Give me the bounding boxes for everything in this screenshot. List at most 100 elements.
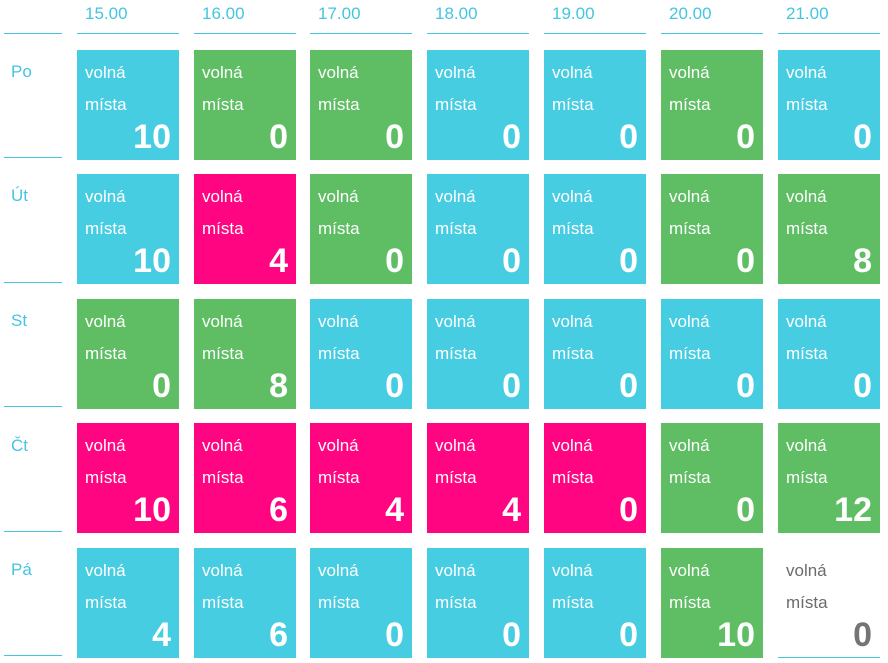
free-seats-count: 10 — [133, 118, 171, 156]
free-seats-count: 8 — [269, 367, 288, 405]
slot-label-line2: místa — [435, 593, 477, 612]
slot-label-line2: místa — [318, 468, 360, 487]
day-label: Pá — [11, 560, 32, 579]
time-slot-cell[interactable]: volná místa 0 — [661, 174, 763, 284]
slot-label-line1: volná — [552, 63, 593, 82]
time-slot-cell[interactable]: volná místa 0 — [661, 50, 763, 160]
slot-label-line2: místa — [202, 344, 244, 363]
free-seats-count: 0 — [736, 491, 755, 529]
slot-label-line2: místa — [786, 344, 828, 363]
slot-label-line2: místa — [669, 593, 711, 612]
time-header-underline — [544, 33, 646, 34]
slot-label-line2: místa — [202, 593, 244, 612]
day-row-divider — [4, 406, 62, 407]
slot-label-line1: volná — [786, 63, 827, 82]
slot-label-line2: místa — [202, 468, 244, 487]
time-slot-cell[interactable]: volná místa 10 — [661, 548, 763, 658]
time-slot-cell[interactable]: volná místa 0 — [310, 548, 412, 658]
free-seats-count: 0 — [619, 491, 638, 529]
free-seats-count: 0 — [853, 616, 872, 654]
slot-label-line2: místa — [786, 219, 828, 238]
free-seats-count: 0 — [502, 616, 521, 654]
time-slot-cell[interactable]: volná místa 0 — [427, 50, 529, 160]
time-slot-cell[interactable]: volná místa 4 — [77, 548, 179, 658]
slot-label-line1: volná — [318, 312, 359, 331]
slot-label-line2: místa — [669, 95, 711, 114]
slot-label-line1: volná — [669, 187, 710, 206]
slot-label-line1: volná — [318, 63, 359, 82]
slot-label-line2: místa — [786, 468, 828, 487]
free-seats-count: 0 — [619, 367, 638, 405]
slot-label-line1: volná — [552, 436, 593, 455]
time-header-underline — [427, 33, 529, 34]
time-slot-cell[interactable]: volná místa 8 — [194, 299, 296, 409]
time-slot-cell[interactable]: volná místa 6 — [194, 423, 296, 533]
time-header: 15.00 — [85, 4, 128, 23]
time-slot-cell[interactable]: volná místa 0 — [427, 548, 529, 658]
free-seats-count: 0 — [385, 242, 404, 280]
day-label: Čt — [11, 436, 28, 455]
slot-label-line2: místa — [85, 468, 127, 487]
time-slot-cell[interactable]: volná místa 10 — [77, 174, 179, 284]
time-slot-cell[interactable]: volná místa 0 — [194, 50, 296, 160]
slot-label-line1: volná — [85, 63, 126, 82]
time-slot-cell[interactable]: volná místa 8 — [778, 174, 880, 284]
time-slot-cell[interactable]: volná místa 6 — [194, 548, 296, 658]
time-slot-cell[interactable]: volná místa 10 — [77, 423, 179, 533]
slot-label-line1: volná — [435, 63, 476, 82]
slot-label-line1: volná — [552, 187, 593, 206]
time-slot-cell[interactable]: volná místa 0 — [427, 174, 529, 284]
slot-label-line1: volná — [202, 436, 243, 455]
slot-label-line2: místa — [318, 95, 360, 114]
slot-label-line1: volná — [786, 436, 827, 455]
free-seats-count: 6 — [269, 616, 288, 654]
slot-label-line2: místa — [552, 593, 594, 612]
slot-label-line2: místa — [318, 344, 360, 363]
slot-label-line2: místa — [85, 344, 127, 363]
free-seats-count: 0 — [853, 367, 872, 405]
time-slot-cell[interactable]: volná místa 0 — [778, 50, 880, 160]
time-slot-cell[interactable]: volná místa 0 — [661, 423, 763, 533]
time-slot-cell[interactable]: volná místa 4 — [310, 423, 412, 533]
time-slot-cell[interactable]: volná místa 0 — [310, 299, 412, 409]
time-slot-cell[interactable]: volná místa 4 — [194, 174, 296, 284]
time-slot-cell[interactable]: volná místa 4 — [427, 423, 529, 533]
slot-label-line1: volná — [202, 63, 243, 82]
time-slot-cell[interactable]: volná místa 0 — [310, 174, 412, 284]
free-seats-count: 8 — [853, 242, 872, 280]
slot-label-line2: místa — [85, 219, 127, 238]
slot-label-line2: místa — [786, 593, 828, 612]
slot-label-line2: místa — [669, 468, 711, 487]
free-seats-count: 0 — [736, 118, 755, 156]
slot-label-line2: místa — [552, 468, 594, 487]
slot-label-line1: volná — [435, 561, 476, 580]
time-slot-cell[interactable]: volná místa 0 — [544, 50, 646, 160]
slot-label-line1: volná — [85, 187, 126, 206]
time-slot-cell[interactable]: volná místa 0 — [310, 50, 412, 160]
time-slot-cell[interactable]: volná místa 0 — [544, 423, 646, 533]
free-seats-count: 0 — [385, 616, 404, 654]
day-label: Út — [11, 186, 28, 205]
time-slot-cell[interactable]: volná místa 0 — [544, 299, 646, 409]
free-seats-count: 0 — [619, 242, 638, 280]
time-slot-cell[interactable]: volná místa 12 — [778, 423, 880, 533]
time-slot-cell[interactable]: volná místa 0 — [661, 299, 763, 409]
time-slot-cell[interactable]: volná místa 0 — [778, 299, 880, 409]
free-seats-count: 4 — [385, 491, 404, 529]
slot-label-line1: volná — [85, 312, 126, 331]
slot-label-line2: místa — [202, 95, 244, 114]
slot-label-line2: místa — [669, 219, 711, 238]
time-slot-cell[interactable]: volná místa 0 — [77, 299, 179, 409]
time-slot-cell[interactable]: volná místa 0 — [544, 548, 646, 658]
time-header: 18.00 — [435, 4, 478, 23]
time-slot-cell[interactable]: volná místa 10 — [77, 50, 179, 160]
slot-label-line1: volná — [552, 312, 593, 331]
slot-label-line1: volná — [85, 436, 126, 455]
slot-label-line1: volná — [435, 312, 476, 331]
free-seats-count: 0 — [502, 242, 521, 280]
time-slot-cell[interactable]: volná místa 0 — [544, 174, 646, 284]
free-seats-count: 10 — [133, 242, 171, 280]
time-slot-cell[interactable]: volná místa 0 — [427, 299, 529, 409]
free-seats-count: 0 — [853, 118, 872, 156]
slot-label-line1: volná — [786, 187, 827, 206]
